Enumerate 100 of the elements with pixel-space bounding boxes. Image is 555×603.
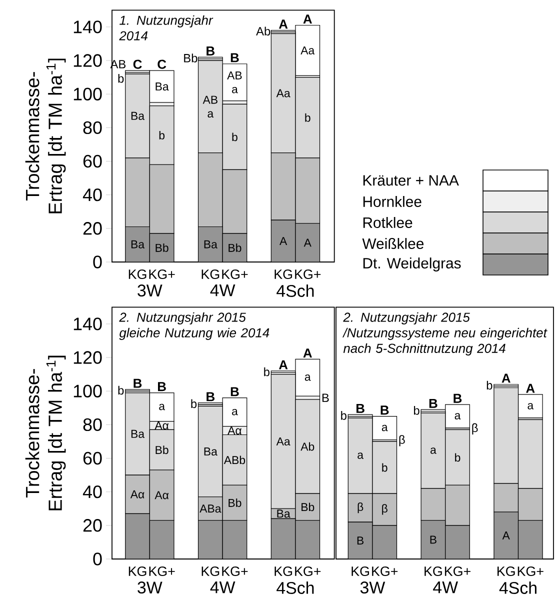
data-label: B (322, 394, 329, 402)
data-label: β (472, 423, 478, 434)
y-tick-label: 40 (82, 485, 102, 498)
y-tick-label: 60 (83, 154, 102, 168)
x-tick-label: KG+ (372, 566, 398, 576)
data-label: Bb (184, 54, 198, 62)
text: 4Sch (499, 582, 536, 594)
total-label: A (278, 360, 288, 370)
x-tick-label: KG+ (295, 270, 321, 280)
y-tick-label: 140 (74, 318, 102, 330)
total-label: B (134, 378, 142, 388)
data-label: b (382, 463, 388, 472)
total-label: A (303, 14, 312, 24)
x-tick-label: KG+ (518, 566, 544, 576)
y-tick-label: 100 (74, 384, 102, 398)
data-label: b (455, 453, 460, 462)
y-axis-title: Trockenmasse-Ertrag [dt TM ha$^{-1}$] (25, 58, 66, 214)
legend-label: Kräuter + NAA (363, 175, 459, 186)
x-tick-label: KG (498, 566, 515, 576)
text: 4W (433, 582, 458, 594)
data-label: B (430, 536, 436, 544)
data-label: b (159, 131, 165, 140)
text: 3W (360, 582, 386, 594)
total-label: B (230, 53, 239, 62)
x-tick-label: KG+ (149, 270, 175, 280)
total-label: B (429, 398, 438, 408)
data-label: β (382, 504, 388, 515)
data-label: b (341, 411, 346, 420)
text: 3W (138, 284, 162, 297)
data-label: Ba (156, 82, 169, 91)
text: 4Sch (276, 284, 314, 297)
data-label: a (528, 403, 534, 410)
data-label: Aα (154, 422, 169, 430)
data-label: Aα (228, 426, 242, 435)
y-tick-label: 40 (82, 188, 102, 202)
x-tick-label: KG (202, 566, 220, 576)
data-label: AB a (227, 71, 242, 94)
x-tick-label: KG+ (222, 566, 248, 576)
y-axis-title: Trockenmasse-Ertrag [dt TM ha$^{-1}$] (25, 356, 66, 510)
x-tick-label: KG (128, 566, 146, 576)
y-tick-label: 120 (74, 54, 102, 67)
data-label: Aα (130, 490, 144, 498)
data-label: a (159, 404, 166, 410)
text: 4Sch (276, 582, 314, 594)
y-tick-label: 20 (83, 222, 102, 235)
data-label: A (280, 237, 288, 245)
y-tick-label: 80 (83, 418, 102, 432)
data-label: a (430, 448, 436, 454)
data-label: b (486, 380, 492, 390)
total-label: B (380, 406, 389, 415)
data-label: Ba (204, 240, 218, 248)
data-label: AB a (202, 96, 218, 118)
x-tick-label: KG+ (222, 270, 248, 280)
data-label: A (304, 238, 312, 247)
data-label: Aa (276, 437, 290, 446)
data-label: b (414, 406, 420, 415)
data-label: Ba (131, 430, 145, 438)
total-label: A (502, 374, 510, 383)
total-label: B (158, 382, 166, 392)
data-label: b (305, 113, 310, 122)
text: Hornklee (363, 196, 422, 207)
x-tick-label: KG+ (295, 566, 321, 576)
text: 3W (138, 582, 162, 594)
y-tick-label: 0 (93, 552, 102, 566)
text: 1. Nutzungsjahr 2014 (119, 15, 214, 40)
data-label: a (232, 408, 238, 416)
data-label: Ab (256, 26, 270, 36)
data-label: β (358, 502, 364, 514)
data-label: b (232, 132, 238, 142)
data-label: Aa (300, 46, 315, 54)
data-label: a (382, 424, 388, 432)
total-label: B (206, 392, 215, 402)
text: 4W (210, 582, 236, 594)
y-tick-label: 140 (74, 20, 102, 34)
data-label: a (454, 413, 461, 420)
data-label: Bb (228, 244, 242, 252)
legend-label: Dt. Weidelgras (363, 258, 461, 272)
text: Weißklee (362, 238, 424, 249)
y-tick-label: 60 (83, 452, 102, 465)
y-tick-label: 20 (83, 519, 102, 532)
data-label: Ba (131, 240, 145, 248)
data-label: Bb (156, 446, 168, 454)
data-label: Aα (154, 491, 169, 500)
text: 2. Nutzungsjahr 2015 gleiche Nutzung wie 2014 (119, 312, 270, 340)
y-tick-label: 0 (93, 256, 102, 268)
total-label: B (356, 404, 364, 413)
x-tick-label: KG+ (149, 566, 175, 576)
data-label: Ba (204, 448, 218, 456)
x-tick-label: KG (352, 566, 370, 576)
data-label: B (357, 536, 364, 544)
total-label: B (230, 387, 239, 396)
y-tick-label: 120 (74, 351, 102, 364)
data-label: Ab (300, 442, 314, 451)
data-label: Bb (156, 244, 168, 252)
data-label: a (304, 374, 311, 381)
x-tick-label: KG (128, 270, 146, 280)
data-label: β (399, 435, 405, 446)
data-label: a (358, 452, 364, 459)
data-label: Ba (131, 112, 145, 120)
total-label: A (303, 348, 312, 358)
